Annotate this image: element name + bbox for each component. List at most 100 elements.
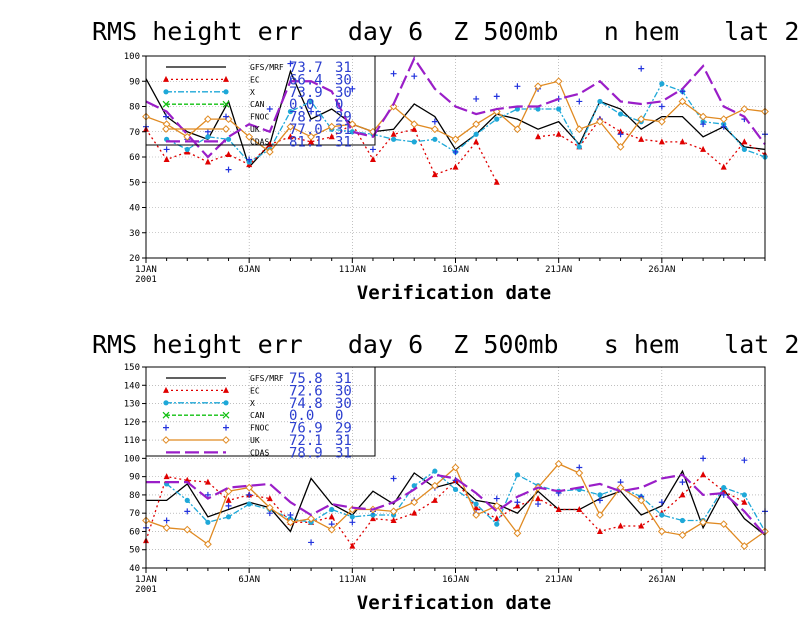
- data-point: [513, 125, 522, 134]
- legend-series-name: FNOC: [250, 424, 269, 433]
- legend-series-name: CDAS: [250, 137, 269, 146]
- y-tick-label: 110: [124, 436, 140, 446]
- legend-series-count: 0: [335, 97, 343, 113]
- chart-title: RMS height err day 6 Z 500mb n hem lat 2…: [92, 17, 800, 46]
- data-point: [308, 98, 314, 105]
- legend-series-mean: 78.5: [289, 110, 323, 126]
- legend-series-count: 30: [335, 72, 352, 88]
- data-point: [720, 123, 727, 130]
- legend-series-mean: 72.6: [289, 383, 323, 399]
- data-point: [328, 513, 335, 520]
- data-point: [514, 502, 521, 509]
- data-point: [286, 122, 295, 131]
- legend-item: X 74.8 30: [163, 396, 352, 412]
- data-point: [575, 125, 584, 134]
- y-tick-label: 20: [129, 254, 140, 264]
- data-point: [183, 525, 192, 534]
- data-point: [719, 115, 728, 124]
- legend-swatch-marker: [222, 436, 230, 444]
- data-point: [349, 542, 356, 549]
- chart-south-hemisphere: RMS height err day 6 Z 500mb s hem lat 2…: [92, 330, 800, 614]
- data-point: [184, 146, 190, 153]
- y-tick-label: 60: [129, 153, 140, 163]
- data-point: [286, 518, 295, 527]
- data-point: [328, 133, 335, 140]
- data-point: [225, 136, 232, 142]
- legend-series-count: 31: [335, 122, 352, 138]
- legend-item: GFS/MRF 75.8 31: [166, 371, 352, 387]
- data-point: [183, 132, 192, 141]
- data-point: [348, 120, 357, 129]
- data-point: [535, 501, 542, 508]
- data-point: [390, 130, 397, 137]
- y-tick-label: 70: [129, 128, 140, 138]
- legend-series-count: 31: [335, 433, 352, 449]
- data-point: [184, 497, 190, 503]
- data-point: [554, 459, 563, 468]
- legend-item: GFS/MRF 73.7 31: [166, 60, 352, 76]
- legend-series-mean: 77.0: [289, 122, 323, 138]
- legend-series-count: 30: [335, 396, 352, 412]
- y-tick-label: 90: [129, 77, 140, 87]
- data-point: [596, 497, 603, 504]
- data-point: [494, 521, 500, 527]
- data-point: [266, 106, 273, 113]
- legend-series-name: GFS/MRF: [250, 63, 284, 72]
- data-point: [740, 105, 749, 113]
- data-point: [720, 163, 727, 170]
- data-point: [246, 156, 253, 163]
- data-point: [205, 519, 211, 525]
- data-point: [678, 531, 687, 540]
- data-point: [287, 108, 294, 115]
- legend-item: CAN 0.0 0: [162, 97, 343, 113]
- data-point: [657, 117, 666, 126]
- data-point: [699, 518, 708, 527]
- x-tick-label: 1JAN: [135, 575, 157, 585]
- legend-item: X 73.9 30: [163, 85, 352, 101]
- data-point: [514, 472, 521, 478]
- data-point: [432, 468, 438, 474]
- data-point: [245, 483, 254, 492]
- legend-swatch-marker: [163, 424, 169, 431]
- data-point: [720, 491, 727, 498]
- data-point: [473, 95, 480, 102]
- legend-item: EC 66.4 30: [163, 72, 352, 88]
- data-point: [473, 501, 479, 507]
- data-point: [575, 469, 584, 477]
- x-tick-label: 11JAN: [339, 575, 366, 585]
- y-tick-label: 90: [129, 473, 140, 483]
- data-point: [246, 491, 253, 498]
- legend-swatch-marker: [162, 125, 170, 133]
- data-point: [616, 483, 625, 492]
- data-point: [596, 511, 604, 519]
- legend-swatch-marker: [163, 113, 169, 120]
- legend-item: UK 77.0 31: [162, 122, 352, 138]
- chart-title: RMS height err day 6 Z 500mb s hem lat 2…: [92, 330, 800, 359]
- legend-series-count: 29: [335, 421, 352, 437]
- y-tick-label: 50: [129, 178, 140, 188]
- data-point: [390, 70, 397, 77]
- legend-swatch-marker: [222, 125, 230, 133]
- data-point: [308, 108, 315, 115]
- data-point: [225, 150, 232, 157]
- x-tick-label: 16JAN: [442, 265, 469, 275]
- data-point: [411, 483, 417, 489]
- legend-series-name: X: [250, 88, 255, 97]
- data-point: [391, 136, 397, 142]
- data-point: [349, 85, 356, 92]
- legend-swatch-marker: [223, 75, 229, 82]
- data-point: [513, 529, 522, 538]
- data-point: [576, 506, 583, 513]
- data-point: [203, 540, 212, 549]
- data-point: [163, 473, 170, 480]
- y-tick-label: 80: [129, 103, 140, 113]
- legend-series-mean: 76.9: [289, 421, 323, 437]
- data-point: [699, 112, 708, 121]
- y-tick-label: 30: [129, 229, 140, 239]
- data-point: [637, 496, 646, 505]
- data-point: [576, 98, 583, 105]
- data-point: [184, 508, 191, 515]
- data-point: [493, 178, 500, 185]
- data-point: [556, 106, 562, 112]
- x-tick-label: 26JAN: [648, 265, 675, 275]
